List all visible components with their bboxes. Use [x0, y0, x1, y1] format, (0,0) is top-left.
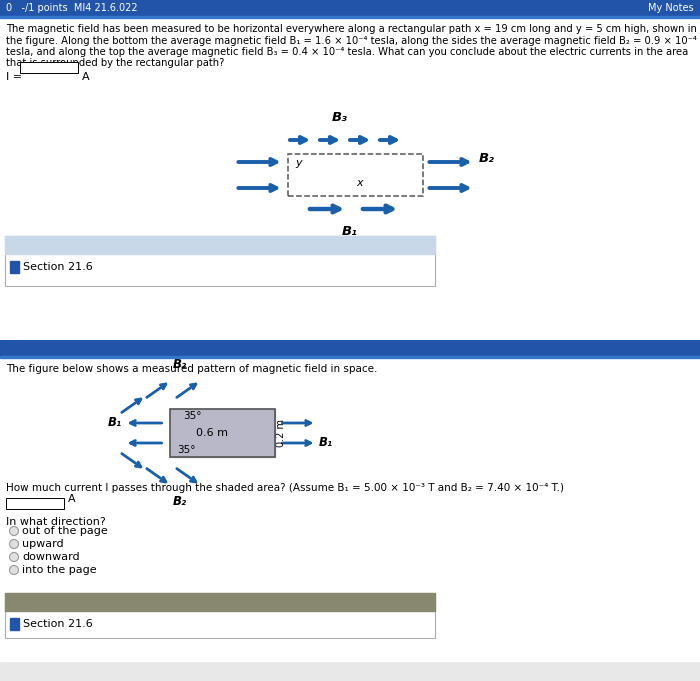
- Text: 0   -/2 points  MI4 21.6.023: 0 -/2 points MI4 21.6.023: [6, 343, 138, 353]
- Text: upward: upward: [22, 539, 64, 549]
- Text: My Notes: My Notes: [648, 343, 694, 353]
- Text: into the page: into the page: [22, 565, 97, 575]
- Text: B₂: B₂: [172, 358, 187, 371]
- Text: Section 21.6: Section 21.6: [23, 619, 92, 629]
- Circle shape: [10, 526, 18, 535]
- Bar: [288, 154, 423, 196]
- Bar: [0, 340, 700, 356]
- Text: that is surrounded by the rectangular path?: that is surrounded by the rectangular pa…: [6, 59, 225, 69]
- Text: The magnetic field has been measured to be horizontal everywhere along a rectang: The magnetic field has been measured to …: [6, 24, 697, 34]
- Text: 35°: 35°: [178, 445, 196, 455]
- Text: How much current I passes through the shaded area? (Assume B₁ = 5.00 × 10⁻³ T an: How much current I passes through the sh…: [6, 483, 564, 493]
- Text: 0.2 m: 0.2 m: [276, 419, 286, 447]
- Text: x: x: [357, 178, 363, 188]
- Text: tesla, and along the top the average magnetic field B₃ = 0.4 × 10⁻⁴ tesla. What : tesla, and along the top the average mag…: [6, 47, 688, 57]
- Bar: [0, 16, 700, 18]
- Text: out of the page: out of the page: [22, 526, 108, 536]
- Text: 0.6 m: 0.6 m: [196, 428, 228, 438]
- Text: y: y: [295, 158, 302, 168]
- Bar: [20, 62, 78, 73]
- Text: B₁: B₁: [342, 225, 358, 238]
- Bar: [10, 618, 19, 630]
- Text: B₂: B₂: [479, 151, 494, 165]
- Bar: [6, 498, 64, 509]
- Text: B₂: B₂: [172, 495, 187, 508]
- Bar: [169, 409, 274, 457]
- Text: Section 21.6: Section 21.6: [23, 262, 92, 272]
- Text: B₁: B₁: [318, 437, 332, 449]
- Text: the figure. Along the bottom the average magnetic field B₁ = 1.6 × 10⁻⁴ tesla, a: the figure. Along the bottom the average…: [6, 35, 697, 46]
- Circle shape: [10, 552, 18, 562]
- Circle shape: [10, 539, 18, 548]
- Bar: [5, 236, 435, 254]
- Text: B₃: B₃: [332, 111, 348, 124]
- Text: In what direction?: In what direction?: [6, 517, 106, 527]
- Text: Additional Materials: Additional Materials: [13, 597, 139, 607]
- Bar: [10, 261, 19, 273]
- Circle shape: [10, 565, 18, 575]
- Text: 0   -/1 points  MI4 21.6.022: 0 -/1 points MI4 21.6.022: [6, 3, 138, 13]
- Text: A: A: [68, 494, 76, 504]
- Text: B₁: B₁: [107, 417, 122, 430]
- Text: downward: downward: [22, 552, 80, 562]
- Text: A: A: [82, 72, 90, 82]
- Bar: [0, 356, 700, 358]
- Text: Additional Materials: Additional Materials: [13, 240, 139, 250]
- Bar: [5, 236, 435, 286]
- Bar: [5, 593, 435, 611]
- Text: My Notes: My Notes: [648, 3, 694, 13]
- Bar: [169, 409, 274, 457]
- Text: 35°: 35°: [183, 411, 202, 421]
- Text: The figure below shows a measured pattern of magnetic field in space.: The figure below shows a measured patter…: [6, 364, 377, 374]
- Bar: [0, 0, 700, 16]
- Text: I =: I =: [6, 72, 22, 82]
- Bar: [5, 593, 435, 638]
